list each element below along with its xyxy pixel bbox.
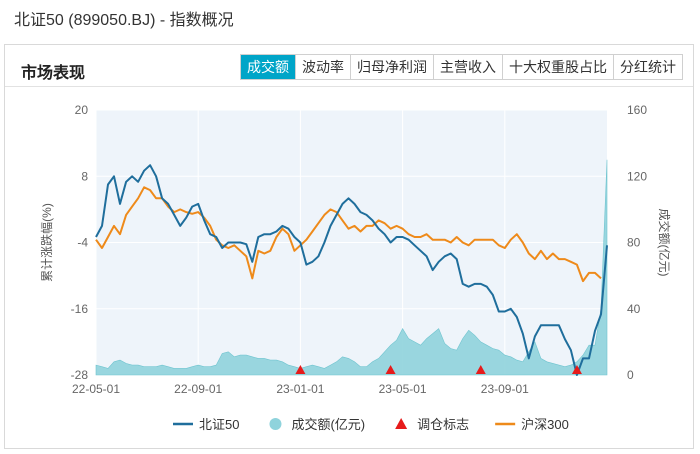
legend-label: 沪深300 (521, 417, 569, 432)
x-tick-label: 22-05-01 (72, 382, 120, 396)
header-divider (5, 86, 693, 87)
y-left-tick-label: 8 (81, 169, 88, 183)
legend-label: 调仓标志 (417, 417, 469, 432)
x-tick-label: 23-09-01 (481, 382, 529, 396)
metric-tabs: 成交额 波动率 归母净利润 主营收入 十大权重股占比 分红统计 (240, 54, 683, 80)
market-performance-card: 市场表现 成交额 波动率 归母净利润 主营收入 十大权重股占比 分红统计 20 1… (4, 44, 694, 449)
y-right-axis-label: 成交额(亿元) (657, 209, 672, 277)
page-title: 北证50 (899050.BJ) - 指数概况 (14, 12, 234, 29)
legend-label: 北证50 (199, 417, 239, 432)
x-tick-label: 23-01-01 (276, 382, 324, 396)
y-left-tick-label: -28 (71, 368, 89, 382)
legend-swatch-marker (395, 418, 408, 429)
y-left-tick-label: -16 (71, 302, 89, 316)
x-tick-label: 22-09-01 (174, 382, 222, 396)
legend-label: 成交额(亿元) (291, 417, 365, 432)
section-title: 市场表现 (21, 65, 86, 82)
y-left-tick-label: -4 (77, 236, 88, 250)
y-right-tick-label: 80 (627, 236, 641, 250)
hs300-line (95, 186, 602, 283)
y-right-tick-label: 120 (627, 169, 647, 183)
bz50-line (95, 164, 608, 376)
tab-net-profit[interactable]: 归母净利润 (350, 55, 433, 79)
y-right-tick-label: 40 (627, 302, 641, 316)
market-chart: 20 160 8 120 -4 80 -16 40 -28 0 22-05-01 22-09-01 23… (39, 103, 672, 432)
tab-volatility[interactable]: 波动率 (295, 55, 350, 79)
tab-dividend-stats[interactable]: 分红统计 (613, 55, 682, 79)
legend-swatch-turnover (269, 418, 282, 430)
y-left-tick-label: 20 (75, 103, 89, 117)
tab-main-revenue[interactable]: 主营收入 (433, 55, 502, 79)
rebalance-marker (295, 365, 306, 374)
x-tick-label: 23-05-01 (379, 382, 427, 396)
tab-turnover[interactable]: 成交额 (241, 55, 295, 79)
rebalance-marker (475, 365, 486, 374)
rebalance-marker (385, 365, 396, 374)
rebalance-marker (571, 365, 582, 374)
y-left-axis-label: 累计涨跌幅(%) (39, 203, 54, 282)
y-right-tick-label: 160 (627, 103, 647, 117)
y-right-tick-label: 0 (627, 368, 634, 382)
tab-top10-weight[interactable]: 十大权重股占比 (502, 55, 613, 79)
